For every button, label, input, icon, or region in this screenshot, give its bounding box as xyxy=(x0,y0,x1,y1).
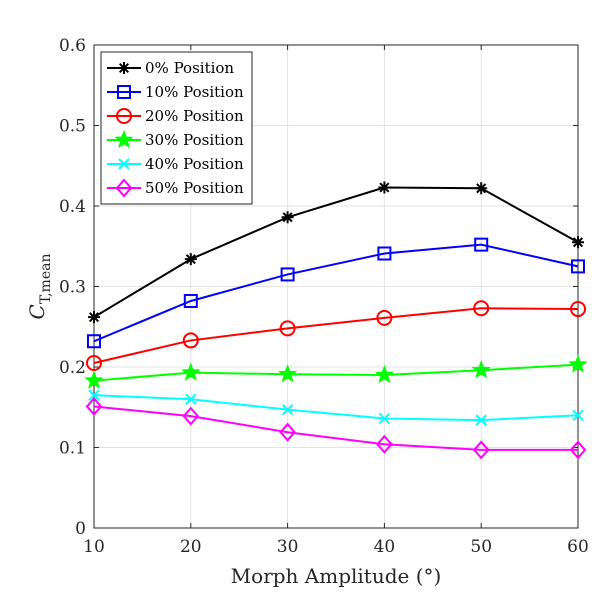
series-line xyxy=(93,394,579,422)
data-point xyxy=(474,237,489,252)
data-point xyxy=(84,370,104,389)
legend-marker xyxy=(114,129,134,149)
data-point xyxy=(183,293,198,308)
series-line xyxy=(93,307,579,364)
legend-item: 10% Position xyxy=(107,83,244,101)
legend-label: 20% Position xyxy=(145,107,244,125)
legend-marker xyxy=(117,85,131,99)
data-point xyxy=(185,393,197,405)
legend-item: 40% Position xyxy=(107,155,244,173)
data-point xyxy=(281,211,294,224)
data-point xyxy=(182,406,200,426)
series-4 xyxy=(88,389,584,426)
legend-label: 50% Position xyxy=(145,179,244,197)
legend-marker xyxy=(118,62,130,74)
series-3 xyxy=(84,354,588,389)
data-point xyxy=(572,236,584,249)
y-axis-label: CT,mean xyxy=(25,254,54,320)
data-point xyxy=(570,301,586,318)
data-point xyxy=(475,414,487,426)
data-point xyxy=(378,412,391,425)
data-point xyxy=(88,311,100,324)
series-line xyxy=(93,186,579,318)
legend-label: 30% Position xyxy=(145,131,244,149)
data-point xyxy=(374,364,395,384)
data-point xyxy=(279,320,296,337)
data-point xyxy=(569,440,587,460)
series-group xyxy=(84,181,588,460)
data-point xyxy=(85,396,103,416)
y-tick-label: 0 xyxy=(75,519,86,539)
series-line xyxy=(93,405,578,451)
series-1 xyxy=(87,237,585,349)
x-tick-label: 40 xyxy=(374,537,396,557)
y-tick-label: 0.2 xyxy=(59,358,86,378)
data-point xyxy=(376,309,393,326)
data-point xyxy=(279,422,296,442)
legend-marker xyxy=(115,178,133,198)
x-tick-label: 10 xyxy=(83,537,105,557)
data-point xyxy=(472,440,490,460)
data-point xyxy=(378,181,391,194)
y-axis-label-main: C xyxy=(25,304,49,319)
data-point xyxy=(86,354,102,371)
x-tick-label: 30 xyxy=(277,537,299,557)
legend-item: 30% Position xyxy=(107,129,244,149)
legend-item: 50% Position xyxy=(107,178,244,198)
x-axis-label: Morph Amplitude (°) xyxy=(231,564,442,588)
data-point xyxy=(568,354,588,373)
legend-box xyxy=(100,51,253,205)
legend-label: 40% Position xyxy=(145,155,244,173)
data-point xyxy=(376,434,393,454)
series-5 xyxy=(85,396,587,460)
legend: 0% Position 10% Position 20% Position 30% P… xyxy=(100,51,253,205)
y-tick-label: 0.5 xyxy=(59,117,86,137)
series-line xyxy=(93,243,579,343)
y-axis-label-sub: T,mean xyxy=(38,254,54,305)
data-point xyxy=(184,253,197,266)
data-point xyxy=(280,267,295,282)
legend-item: 0% Position xyxy=(107,59,234,77)
data-point xyxy=(87,334,101,349)
legend-label: 10% Position xyxy=(145,83,244,101)
data-point xyxy=(471,360,491,379)
legend-marker xyxy=(118,158,130,170)
y-tick-label: 0.3 xyxy=(59,278,86,298)
x-tick-label: 20 xyxy=(180,537,202,557)
series-0 xyxy=(88,181,584,324)
data-point xyxy=(475,182,488,195)
legend-label: 0% Position xyxy=(145,59,234,77)
x-tick-label: 60 xyxy=(567,537,589,557)
legend-marker xyxy=(116,108,132,124)
axes: 10 20 30 40 50 60 0 0.1 0.2 0.3 0.4 0.5 0.6 xyxy=(59,36,589,557)
data-point xyxy=(88,389,100,401)
data-point xyxy=(277,364,298,383)
data-point xyxy=(281,403,294,416)
y-tick-label: 0.1 xyxy=(59,439,86,459)
data-point xyxy=(377,246,392,261)
y-tick-label: 0.6 xyxy=(59,36,86,56)
series-2 xyxy=(86,300,586,371)
series-line xyxy=(93,363,579,382)
legend-item: 20% Position xyxy=(107,107,244,125)
data-point xyxy=(473,300,490,317)
data-point xyxy=(571,259,585,274)
y-tick-label: 0.4 xyxy=(59,197,86,217)
x-tick-label: 50 xyxy=(470,537,492,557)
data-point xyxy=(182,332,199,349)
data-point xyxy=(572,409,584,422)
data-point xyxy=(181,362,201,381)
